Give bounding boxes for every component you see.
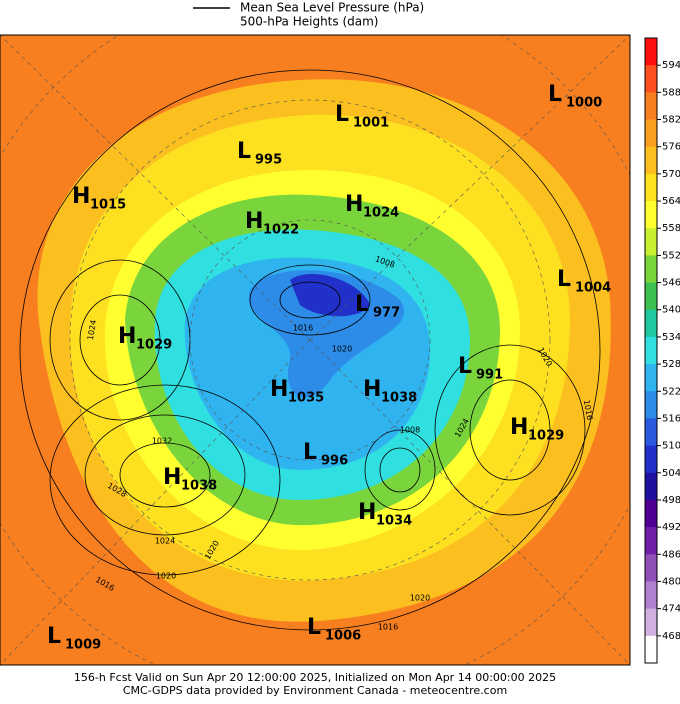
pressure-value: 1000	[566, 96, 602, 111]
colorbar-label: 564	[662, 196, 680, 207]
pressure-letter: L	[307, 615, 321, 640]
pressure-value: 995	[255, 153, 282, 168]
isobar-label: 1020	[156, 572, 176, 581]
isobar-label: 1024	[155, 537, 175, 546]
pressure-letter: H	[363, 377, 381, 402]
colorbar-label: 534	[662, 332, 680, 343]
pressure-letter: H	[358, 500, 376, 525]
colorbar-cell	[645, 581, 657, 610]
colorbar-label: 480	[662, 576, 680, 587]
colorbar-label: 582	[662, 115, 680, 126]
pressure-value: 1006	[325, 629, 361, 644]
colorbar-cell	[645, 391, 657, 419]
legend-label: Mean Sea Level Pressure (hPa)	[240, 1, 424, 15]
pressure-value: 996	[321, 454, 348, 469]
colorbar-label: 498	[662, 495, 680, 506]
pressure-value: 1029	[528, 429, 564, 444]
colorbar-frame	[644, 37, 658, 664]
pressure-letter: L	[303, 440, 317, 465]
colorbar-cell	[645, 173, 657, 202]
pressure-value: 1034	[376, 514, 412, 529]
colorbar-cell	[645, 527, 657, 555]
isobar-label: 1024	[86, 319, 98, 341]
colorbar-cell	[645, 445, 657, 474]
colorbar-cell	[645, 282, 657, 311]
colorbar-label: 468	[662, 631, 680, 642]
pressure-letter: H	[270, 377, 288, 402]
colorbar-cell	[645, 65, 657, 93]
pressure-value: 1035	[288, 391, 324, 406]
pressure-letter: H	[163, 465, 181, 490]
pressure-value: 1029	[136, 338, 172, 353]
colorbar-label: 552	[662, 250, 680, 261]
footer-text: CMC-GDPS data provided by Environment Ca…	[123, 684, 507, 697]
colorbar-label: 516	[662, 413, 680, 424]
pressure-letter: H	[72, 184, 90, 209]
colorbar-label: 504	[662, 468, 680, 479]
colorbar-label: 492	[662, 522, 680, 533]
pressure-value: 977	[373, 306, 400, 321]
pressure-value: 1038	[181, 479, 217, 494]
isobar-label: 1016	[293, 324, 313, 333]
colorbar-cell	[645, 472, 657, 501]
colorbar-cell	[645, 309, 657, 338]
colorbar-label: 528	[662, 359, 680, 370]
colorbar-label: 540	[662, 305, 680, 316]
pressure-letter: L	[557, 267, 571, 292]
pressure-letter: H	[245, 209, 263, 234]
pressure-letter: L	[355, 292, 369, 317]
colorbar-label: 474	[662, 604, 680, 615]
colorbar-cell	[645, 554, 657, 582]
colorbar-cell	[645, 228, 657, 256]
colorbar-cell	[645, 364, 657, 392]
colorbar-label: 546	[662, 278, 680, 289]
colorbar-label: 486	[662, 549, 680, 560]
pressure-value: 1015	[90, 198, 126, 213]
pressure-value: 1001	[353, 116, 389, 131]
colorbar-cell	[645, 336, 657, 365]
isobar-label: 1016	[582, 399, 594, 421]
map-frame	[0, 34, 631, 666]
isobar-label: 1020	[410, 594, 430, 603]
pressure-value: 1038	[381, 391, 417, 406]
pressure-letter: H	[118, 324, 136, 349]
colorbar-cell	[645, 92, 657, 121]
colorbar-cell	[645, 201, 657, 229]
colorbar-cell	[645, 608, 657, 637]
colorbar-cell	[645, 418, 657, 447]
pressure-value: 1004	[575, 281, 611, 296]
pressure-value: 1009	[65, 638, 101, 653]
colorbar-cell	[645, 38, 657, 66]
colorbar-cell	[645, 499, 657, 528]
pressure-letter: H	[345, 192, 363, 217]
pressure-letter: H	[510, 415, 528, 440]
pressure-value: 991	[476, 368, 503, 383]
isobar-label: 1008	[400, 426, 420, 435]
map-area	[0, 35, 630, 665]
pressure-value: 1024	[363, 206, 399, 221]
pressure-letter: L	[335, 102, 349, 127]
isobar-label: 1020	[332, 345, 352, 354]
legend-label: 500-hPa Heights (dam)	[240, 15, 378, 29]
colorbar-label: 588	[662, 87, 680, 98]
pressure-letter: L	[548, 82, 562, 107]
isobar-label: 1032	[152, 437, 172, 446]
footer-text: 156-h Fcst Valid on Sun Apr 20 12:00:00 …	[74, 671, 556, 684]
pressure-value: 1022	[263, 223, 299, 238]
pressure-letter: L	[237, 139, 251, 164]
colorbar-label: 510	[662, 441, 680, 452]
colorbar-cell	[645, 119, 657, 148]
colorbar-cell	[645, 146, 657, 175]
colorbar-label: 522	[662, 386, 680, 397]
colorbar-cell	[645, 635, 657, 664]
colorbar-label: 558	[662, 223, 680, 234]
colorbar-label: 570	[662, 169, 680, 180]
colorbar-label: 576	[662, 142, 680, 153]
pressure-letter: L	[47, 624, 61, 649]
colorbar-label: 594	[662, 60, 680, 71]
pressure-letter: L	[458, 354, 472, 379]
colorbar-cell	[645, 255, 657, 284]
isobar-label: 1016	[378, 623, 398, 632]
